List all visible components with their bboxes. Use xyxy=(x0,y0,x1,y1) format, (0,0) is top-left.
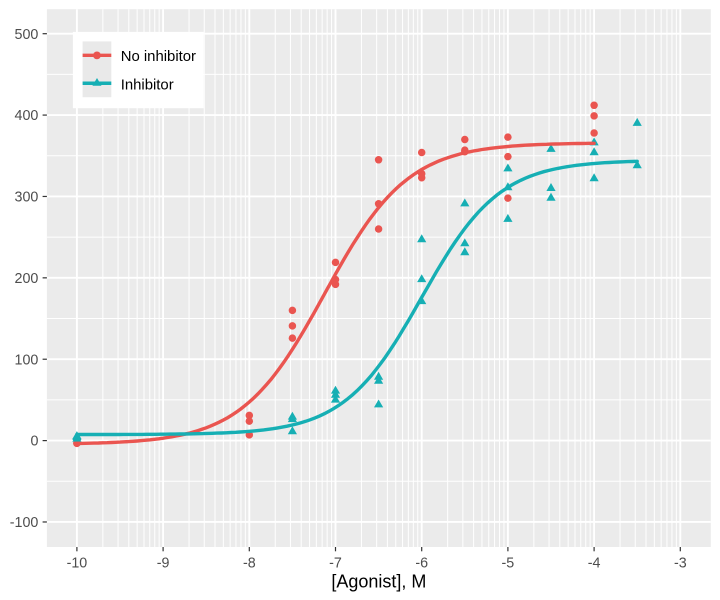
svg-text:400: 400 xyxy=(15,108,39,124)
svg-text:-4: -4 xyxy=(588,555,601,571)
svg-text:No inhibitor: No inhibitor xyxy=(121,49,196,65)
svg-text:-8: -8 xyxy=(243,555,256,571)
svg-text:Inhibitor: Inhibitor xyxy=(121,77,174,93)
svg-text:300: 300 xyxy=(15,190,39,206)
svg-text:-10: -10 xyxy=(67,555,88,571)
svg-text:-5: -5 xyxy=(502,555,515,571)
svg-text:0: 0 xyxy=(30,434,38,450)
svg-text:200: 200 xyxy=(15,271,39,287)
svg-text:-7: -7 xyxy=(329,555,342,571)
svg-text:100: 100 xyxy=(15,352,39,368)
svg-text:500: 500 xyxy=(15,27,39,43)
svg-text:-100: -100 xyxy=(10,515,39,531)
svg-text:-9: -9 xyxy=(157,555,170,571)
svg-text:[Agonist], M: [Agonist], M xyxy=(331,572,426,592)
svg-text:-3: -3 xyxy=(674,555,687,571)
svg-text:-6: -6 xyxy=(415,555,428,571)
